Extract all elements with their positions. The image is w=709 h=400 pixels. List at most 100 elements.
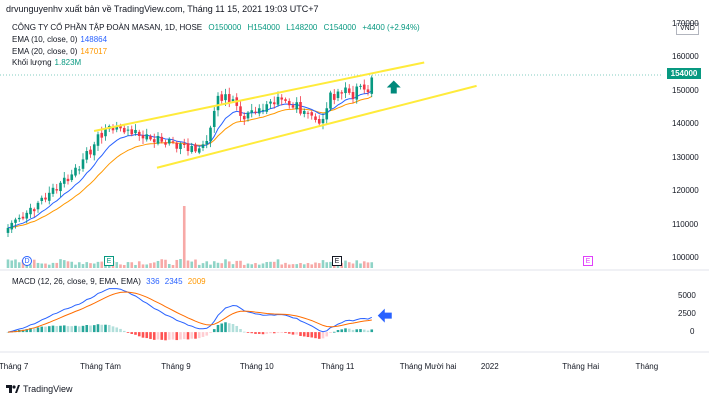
volume-bar bbox=[145, 264, 149, 268]
volume-bar bbox=[370, 262, 374, 268]
price-tick-label: 160000 bbox=[672, 52, 699, 62]
volume-bar bbox=[62, 260, 66, 268]
candle-body bbox=[137, 131, 141, 136]
volume-bar bbox=[190, 261, 194, 268]
volume-bar bbox=[85, 262, 89, 268]
macd-histogram-bar bbox=[246, 332, 250, 333]
macd-histogram-bar bbox=[134, 332, 137, 335]
macd-histogram-bar bbox=[70, 326, 74, 333]
price-tick-label: 170000 bbox=[672, 19, 699, 28]
ema10-line bbox=[7, 90, 373, 229]
volume-bar bbox=[197, 264, 201, 268]
volume-bar bbox=[250, 264, 254, 268]
macd-histogram-bar bbox=[104, 324, 107, 333]
macd-histogram-bar bbox=[47, 326, 51, 333]
volume-bar bbox=[317, 263, 321, 268]
macd-histogram-bar bbox=[55, 326, 59, 333]
ohlc-low: L148200 bbox=[286, 23, 318, 32]
macd-histogram-bar bbox=[182, 332, 186, 340]
volume-bar bbox=[14, 259, 17, 268]
macd-histogram-bar bbox=[216, 324, 220, 333]
volume-bar bbox=[32, 259, 36, 268]
volume-bar bbox=[269, 261, 272, 268]
candle-body bbox=[51, 187, 55, 194]
candle-body bbox=[44, 197, 47, 200]
candle-body bbox=[362, 84, 366, 90]
candle-body bbox=[216, 95, 220, 111]
footer-brand[interactable]: TradingView bbox=[6, 384, 73, 394]
volume-bar bbox=[291, 264, 295, 268]
macd-histogram-bar bbox=[77, 326, 81, 333]
candle-body bbox=[74, 167, 77, 176]
macd-histogram-bar bbox=[171, 332, 175, 340]
volume-bar bbox=[280, 264, 284, 268]
price-tick-label: 110000 bbox=[672, 219, 699, 229]
macd-histogram-bar bbox=[205, 332, 209, 336]
macd-histogram-bar bbox=[231, 324, 235, 333]
macd-histogram-bar bbox=[179, 332, 182, 340]
candle-body bbox=[257, 108, 261, 114]
volume-bar bbox=[122, 264, 126, 268]
candle-body bbox=[160, 136, 164, 142]
candle-body bbox=[10, 222, 14, 230]
candle-body bbox=[141, 135, 145, 139]
up-arrow-annotation bbox=[386, 80, 401, 94]
macd-histogram-bar bbox=[201, 332, 205, 337]
macd-histogram-bar bbox=[355, 329, 359, 333]
time-tick-label: Tháng Tám bbox=[80, 362, 121, 371]
volume-bar bbox=[235, 260, 239, 268]
volume-bar bbox=[6, 259, 10, 268]
price-tick-label: 130000 bbox=[672, 152, 699, 162]
macd-histogram-bar bbox=[347, 328, 351, 333]
volume-bar bbox=[261, 263, 265, 268]
volume-bar bbox=[130, 262, 134, 268]
ohlc-change: +4400 (+2.94%) bbox=[362, 23, 420, 32]
event-marker: E bbox=[332, 256, 342, 266]
candle-body bbox=[340, 92, 344, 94]
macd-histogram-bar bbox=[115, 327, 119, 333]
candle-body bbox=[276, 96, 280, 105]
candle-body bbox=[149, 136, 152, 140]
macd-histogram-bar bbox=[299, 332, 302, 336]
macd-histogram-bar bbox=[141, 332, 145, 338]
candle-body bbox=[179, 143, 182, 150]
candle-body bbox=[145, 134, 149, 140]
macd-histogram-bar bbox=[74, 325, 77, 333]
macd-histogram-bar bbox=[276, 332, 280, 333]
candle-body bbox=[96, 134, 100, 146]
event-marker: E bbox=[104, 256, 114, 266]
volume-bar bbox=[359, 263, 362, 268]
candle-body bbox=[370, 77, 374, 94]
candle-body bbox=[265, 104, 269, 112]
ema20-legend: EMA (20, close, 0) 147017 bbox=[12, 47, 107, 56]
candle-body bbox=[344, 87, 347, 94]
symbol-title: CÔNG TY CỔ PHẦN TẬP ĐOÀN MASAN, 1D, HOSE bbox=[12, 23, 203, 32]
candle-body bbox=[325, 108, 329, 120]
macd-histogram-bar bbox=[212, 329, 216, 333]
macd-histogram-bar bbox=[62, 325, 66, 333]
volume-bar bbox=[306, 263, 310, 268]
macd-histogram-bar bbox=[167, 332, 171, 340]
volume-bar bbox=[134, 264, 137, 268]
volume-bar bbox=[212, 261, 216, 268]
volume-bar bbox=[47, 264, 51, 268]
candle-body bbox=[152, 139, 156, 143]
volume-bar bbox=[239, 260, 242, 268]
candle-body bbox=[359, 85, 362, 87]
macd-histogram-bar bbox=[295, 332, 299, 335]
macd-histogram-bar bbox=[359, 329, 362, 333]
macd-histogram-bar bbox=[242, 331, 246, 333]
macd-histogram-bar bbox=[272, 332, 276, 334]
macd-histogram-bar bbox=[235, 325, 239, 333]
candle-body bbox=[272, 102, 276, 105]
volume-bar bbox=[265, 262, 269, 268]
macd-histogram-bar bbox=[287, 332, 291, 334]
candle-body bbox=[239, 106, 242, 116]
volume-bar bbox=[51, 262, 55, 268]
candle-body bbox=[130, 129, 134, 135]
macd-histogram-bar bbox=[137, 332, 141, 337]
candle-body bbox=[122, 127, 126, 133]
candle-body bbox=[280, 97, 284, 100]
candle-body bbox=[77, 169, 81, 171]
